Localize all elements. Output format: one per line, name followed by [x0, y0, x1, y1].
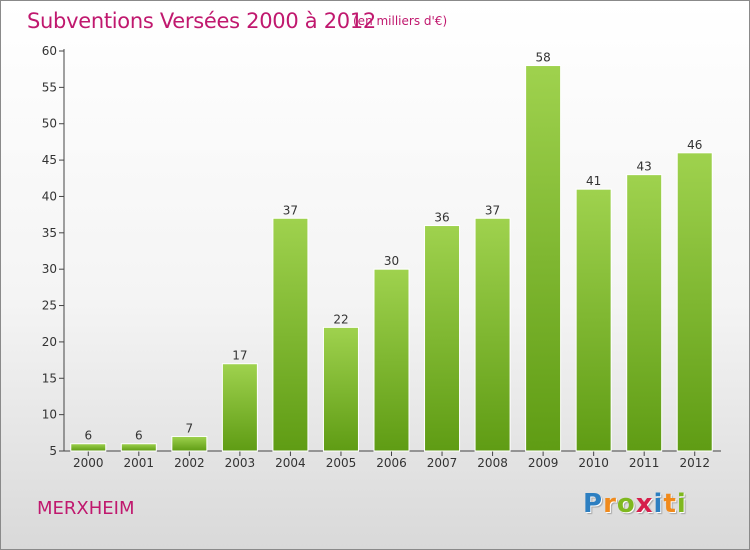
bar: [525, 65, 562, 452]
data-label: 7: [186, 421, 194, 435]
y-tick-label: 5: [49, 444, 57, 458]
y-tick-label: 50: [42, 117, 57, 131]
logo-letter: t: [663, 489, 677, 519]
x-tick-label: 2011: [629, 456, 660, 470]
x-tick-label: 2010: [578, 456, 609, 470]
logo-letter: i: [653, 489, 664, 519]
data-label: 58: [535, 51, 550, 65]
data-label: 36: [434, 211, 449, 225]
chart-title: Subventions Versées 2000 à 2012: [27, 9, 376, 33]
x-tick-label: 2012: [679, 456, 710, 470]
logo-letter: P: [583, 489, 604, 519]
bar: [120, 443, 157, 452]
data-label: 37: [283, 203, 298, 217]
data-label: 22: [333, 312, 348, 326]
bar: [322, 326, 359, 452]
y-tick-label: 10: [42, 408, 57, 422]
logo-letter: o: [616, 489, 636, 519]
x-tick-label: 2002: [174, 456, 205, 470]
y-tick-label: 20: [42, 335, 57, 349]
y-tick-label: 25: [42, 299, 57, 313]
chart-labels: 2000 6 2001 6 2002 7 2003 17 2004 37 2005 22 2006 30 2…: [73, 51, 710, 470]
chart-unit-subtitle: (en milliers d'€): [353, 14, 448, 28]
bar: [676, 152, 713, 452]
x-tick-label: 2007: [427, 456, 458, 470]
bar: [221, 363, 258, 452]
data-label: 17: [232, 349, 247, 363]
x-tick-label: 2009: [528, 456, 559, 470]
data-label: 41: [586, 174, 601, 188]
y-tick-label: 60: [42, 44, 57, 58]
y-tick-label: 55: [42, 80, 57, 94]
bar: [70, 443, 107, 452]
proxiti-logo[interactable]: Proxiti: [583, 489, 687, 519]
y-tick-label: 40: [42, 189, 57, 203]
chart-bars: [70, 65, 713, 452]
x-tick-label: 2008: [477, 456, 508, 470]
bar: [626, 174, 663, 452]
logo-letter: r: [603, 489, 617, 519]
bar: [171, 435, 208, 452]
x-tick-label: 2004: [275, 456, 306, 470]
bar: [575, 188, 612, 452]
data-label: 46: [687, 138, 702, 152]
data-label: 6: [84, 429, 92, 443]
commune-name: MERXHEIM: [37, 498, 135, 519]
y-tick-label: 30: [42, 262, 57, 276]
y-tick-label: 35: [42, 226, 57, 240]
data-label: 30: [384, 254, 399, 268]
bar: [272, 217, 309, 452]
x-tick-label: 2006: [376, 456, 407, 470]
y-tick-label: 15: [42, 371, 57, 385]
logo-letter: i: [676, 489, 687, 519]
x-tick-label: 2000: [73, 456, 104, 470]
bar: [474, 217, 511, 452]
bar: [424, 225, 461, 452]
y-tick-label: 45: [42, 153, 57, 167]
bar: [373, 268, 410, 452]
data-label: 6: [135, 429, 143, 443]
data-label: 43: [637, 160, 652, 174]
logo-letter: x: [635, 489, 654, 519]
x-tick-label: 2001: [124, 456, 155, 470]
x-tick-label: 2003: [225, 456, 256, 470]
x-tick-label: 2005: [326, 456, 357, 470]
data-label: 37: [485, 203, 500, 217]
